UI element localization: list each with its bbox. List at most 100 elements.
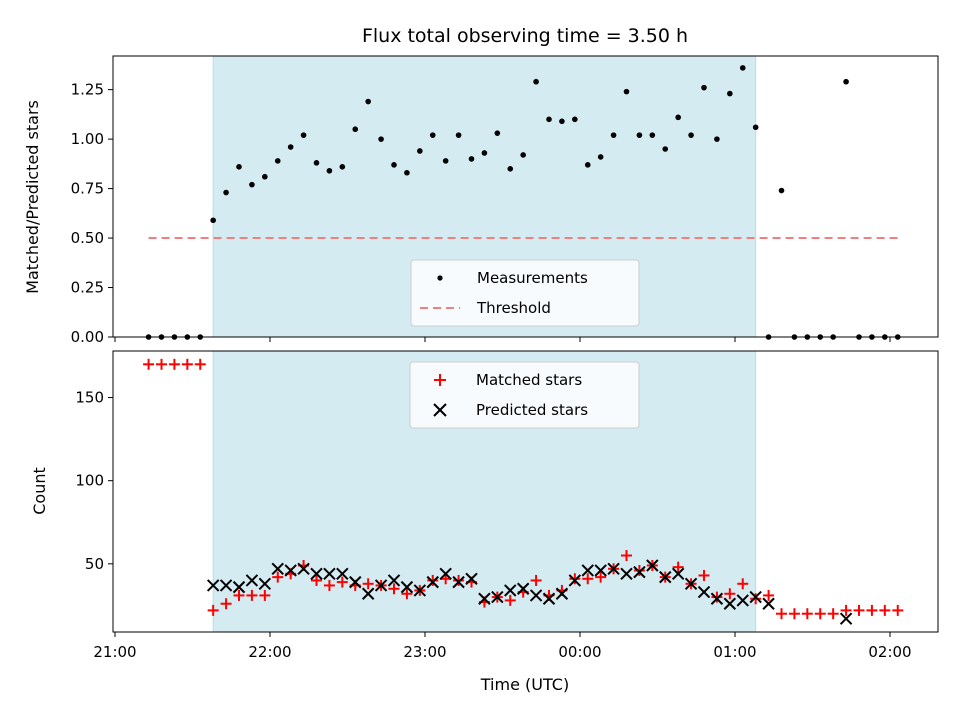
bottom-legend-box	[409, 361, 640, 429]
matched-star-point	[621, 550, 632, 562]
predicted-star-point	[439, 567, 452, 581]
matched-star-point	[569, 573, 581, 585]
predicted-star-point	[374, 579, 388, 592]
predicted-star-point	[529, 589, 543, 602]
predicted-star-point	[620, 567, 633, 581]
legend-measurements-label: Measurements	[477, 269, 588, 287]
legend-measurements-marker	[437, 275, 443, 281]
matched-star-point	[595, 571, 607, 583]
predicted-star-point	[206, 579, 220, 592]
measurement-point	[417, 148, 423, 154]
measurement-point	[662, 146, 669, 152]
x-tick-label: 02:00	[868, 643, 911, 661]
predicted-star-point	[478, 592, 491, 605]
measurement-point	[249, 181, 255, 188]
measurement-point	[649, 132, 656, 138]
matched-star-point	[582, 573, 594, 585]
measurement-point	[714, 136, 720, 142]
top-panel: 0.00 0.25 0.50 0.75 1.00 1.25 Matched/Predict…	[23, 55, 939, 346]
matched-star-point	[362, 578, 374, 590]
measurement-point	[365, 98, 371, 105]
matched-star-point	[814, 608, 826, 620]
matched-star-point	[698, 569, 710, 581]
matched-star-point	[311, 574, 322, 586]
matched-star-point	[827, 608, 839, 620]
measurement-point	[546, 116, 552, 123]
measurement-point	[623, 88, 630, 95]
matched-star-point	[788, 608, 800, 620]
measurement-point	[597, 154, 604, 160]
predicted-star-point	[542, 592, 556, 605]
measurement-point	[636, 132, 643, 138]
measurement-point	[701, 84, 707, 91]
top-axes-frame	[112, 55, 939, 338]
measurement-point	[843, 78, 849, 85]
matched-star-point	[194, 358, 206, 370]
predicted-star-point	[581, 564, 594, 577]
predicted-star-point	[762, 597, 775, 610]
predicted-star-point	[452, 575, 465, 589]
matched-star-point	[504, 594, 516, 606]
matched-star-point	[853, 604, 865, 616]
measurement-point	[404, 169, 410, 176]
predicted-star-point	[336, 567, 349, 581]
measurement-point	[210, 217, 216, 224]
top-y-tick-label: 0.75	[71, 180, 104, 198]
predicted-star-point	[387, 574, 401, 587]
matched-star-point	[724, 588, 736, 600]
matched-star-point	[801, 608, 813, 620]
predicted-star-point	[723, 597, 737, 610]
predicted-star-point	[504, 584, 517, 597]
predicted-star-point	[426, 575, 439, 589]
matched-star-point	[530, 574, 542, 586]
measurement-point	[675, 114, 681, 121]
matched-star-point	[711, 591, 723, 603]
matched-star-point	[272, 571, 284, 583]
bottom-y-ticks: 50 100 150	[75, 389, 113, 573]
measurement-point	[352, 126, 359, 133]
matched-star-point	[750, 593, 762, 605]
measurement-point	[481, 150, 488, 156]
x-tick-label: 22:00	[248, 643, 291, 661]
matched-star-point	[246, 589, 258, 601]
measurement-point	[287, 144, 294, 150]
predicted-star-point	[736, 594, 749, 607]
predicted-star-point	[465, 572, 478, 586]
predicted-star-point	[568, 574, 582, 587]
predicted-star-point	[594, 564, 607, 577]
predicted-star-point	[839, 612, 853, 625]
predicted-star-point	[633, 565, 646, 579]
predicted-star-point	[400, 580, 414, 594]
bottom-plot-marks	[143, 358, 904, 625]
predicted-star-point	[413, 584, 427, 597]
bottom-axes-frame	[112, 350, 939, 633]
bottom-y-tick-label: 100	[75, 472, 104, 490]
matched-star-point	[323, 579, 335, 591]
measurement-point	[339, 164, 346, 170]
legend-predicted-marker	[433, 403, 447, 417]
top-y-ticks: 0.00 0.25 0.50 0.75 1.00 1.25	[71, 81, 113, 346]
top-legend-box	[410, 259, 640, 327]
legend-matched-label: Matched stars	[476, 371, 582, 389]
matched-star-point	[168, 358, 180, 370]
measurement-point	[455, 132, 462, 138]
matched-star-point	[763, 589, 775, 601]
matched-star-point	[207, 604, 219, 616]
x-axis-label: Time (UTC)	[480, 675, 569, 694]
measurement-point	[391, 162, 397, 168]
predicted-star-point	[245, 574, 259, 587]
measurement-point	[442, 158, 449, 164]
bottom-y-axis-label: Count	[30, 467, 49, 515]
matched-star-point	[427, 574, 439, 586]
matched-star-point	[143, 358, 155, 370]
bottom-y-tick-label: 150	[75, 389, 104, 407]
predicted-star-point	[516, 582, 530, 595]
matched-star-point	[259, 589, 271, 601]
predicted-star-point	[323, 567, 336, 581]
measurement-point	[429, 132, 436, 138]
legend-predicted-label: Predicted stars	[476, 401, 588, 419]
bottom-y-tick-label: 50	[85, 555, 104, 573]
top-x-ticks	[114, 337, 891, 342]
matched-star-point	[336, 576, 348, 588]
